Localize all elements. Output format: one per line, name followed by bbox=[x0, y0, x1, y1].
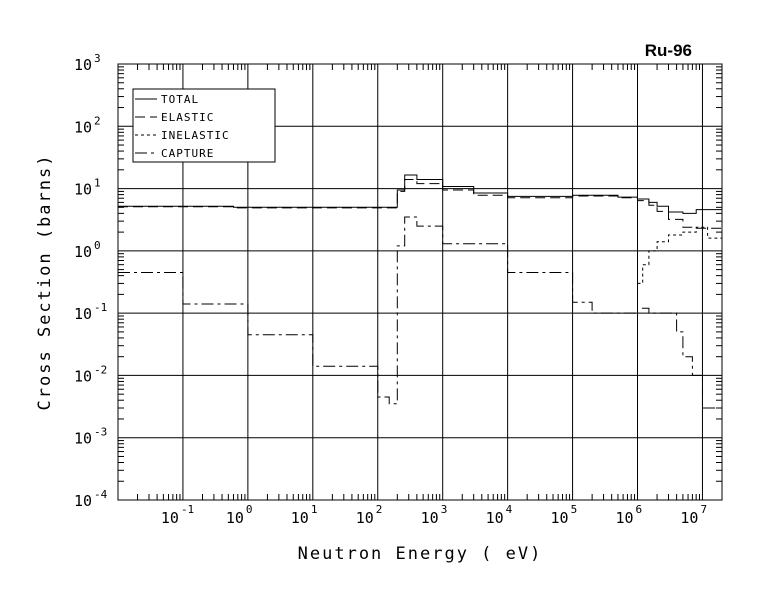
x-tick-exponent: 4 bbox=[506, 503, 513, 516]
series-lines bbox=[118, 174, 723, 438]
series-line-inelastic bbox=[637, 226, 723, 284]
axis-ticks bbox=[118, 64, 722, 500]
y-tick-exponent: -3 bbox=[94, 426, 107, 439]
x-tick-exponent: 5 bbox=[571, 503, 578, 516]
y-tick-exponent: 3 bbox=[94, 52, 101, 65]
x-tick-exponent: 2 bbox=[376, 503, 383, 516]
legend-box bbox=[132, 88, 276, 163]
x-tick-label: 10 bbox=[421, 509, 439, 527]
series-line-elastic bbox=[118, 179, 723, 233]
y-tick-label: 10 bbox=[74, 430, 92, 448]
y-tick-exponent: -4 bbox=[94, 488, 108, 501]
y-tick-label: 10 bbox=[74, 56, 92, 74]
legend-label: ELASTIC bbox=[161, 111, 214, 124]
x-tick-labels: 10 -1 10 0 10 1 10 2 10 3 10 4 10 5 10 6 10 7 bbox=[161, 503, 707, 527]
y-axis-label: Cross Section (barns) bbox=[35, 154, 55, 411]
x-tick-label: 10 bbox=[680, 509, 698, 527]
x-tick-exponent: 1 bbox=[311, 503, 318, 516]
x-tick-label: 10 bbox=[486, 509, 504, 527]
x-tick-label: 10 bbox=[161, 509, 179, 527]
legend-label: TOTAL bbox=[161, 93, 199, 106]
y-tick-label: 10 bbox=[74, 367, 92, 385]
legend: TOTAL ELASTIC INELASTIC CAPTURE bbox=[132, 88, 276, 163]
x-tick-exponent: 6 bbox=[636, 503, 643, 516]
series-line-capture bbox=[118, 216, 723, 438]
y-tick-label: 10 bbox=[74, 305, 92, 323]
legend-label: CAPTURE bbox=[161, 147, 214, 160]
x-tick-exponent: 7 bbox=[700, 503, 707, 516]
legend-entries: TOTAL ELASTIC INELASTIC CAPTURE bbox=[135, 93, 230, 160]
y-tick-label: 10 bbox=[74, 118, 92, 136]
x-axis-label: Neutron Energy ( eV) bbox=[298, 544, 543, 564]
x-tick-label: 10 bbox=[226, 509, 244, 527]
plot-frame bbox=[117, 63, 723, 501]
x-tick-label: 10 bbox=[356, 509, 374, 527]
series-line-total bbox=[118, 174, 723, 214]
grid-lines bbox=[118, 64, 722, 500]
y-tick-exponent: 0 bbox=[94, 239, 101, 252]
chart-title: Ru-96 bbox=[645, 41, 692, 60]
y-tick-exponent: -2 bbox=[94, 363, 107, 376]
x-tick-label: 10 bbox=[615, 509, 633, 527]
y-tick-label: 10 bbox=[74, 243, 92, 261]
x-tick-label: 10 bbox=[291, 509, 309, 527]
y-tick-exponent: 1 bbox=[94, 177, 101, 190]
legend-label: INELASTIC bbox=[161, 129, 230, 142]
x-tick-exponent: 3 bbox=[441, 503, 448, 516]
y-tick-label: 10 bbox=[74, 181, 92, 199]
y-tick-exponent: -1 bbox=[94, 301, 107, 314]
x-tick-label: 10 bbox=[551, 509, 569, 527]
y-tick-exponent: 2 bbox=[94, 114, 101, 127]
x-tick-exponent: -1 bbox=[181, 503, 194, 516]
x-tick-exponent: 0 bbox=[246, 503, 253, 516]
y-tick-label: 10 bbox=[74, 492, 92, 510]
